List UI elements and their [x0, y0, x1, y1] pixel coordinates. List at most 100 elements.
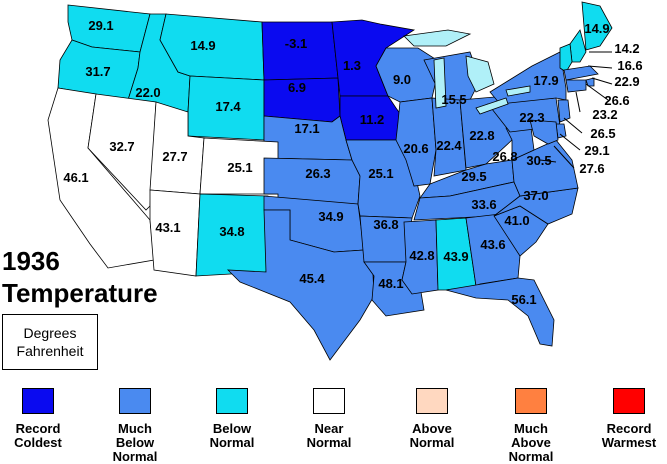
legend-item-much-below: Much Below Normal [100, 388, 170, 464]
state-value-vt: 16.6 [617, 58, 642, 73]
state-value-ky: 29.5 [461, 169, 486, 184]
legend-item-record-warmest: Record Warmest [594, 388, 664, 450]
state-value-mn: 1.3 [343, 58, 361, 73]
leader-line [559, 133, 581, 151]
state-value-oh: 22.8 [469, 128, 494, 143]
state-value-me: 14.9 [584, 21, 609, 36]
lake-shape [475, 97, 509, 115]
units-line-1: Degrees [23, 325, 77, 341]
lake-shape [505, 85, 531, 97]
state-value-ne: 17.1 [294, 121, 319, 136]
state-value-wy: 17.4 [215, 99, 241, 114]
legend-swatch [119, 388, 151, 414]
state-vt [559, 43, 573, 73]
state-value-ia: 11.2 [360, 112, 385, 127]
state-value-nv: 32.7 [109, 139, 134, 154]
state-value-or: 31.7 [85, 64, 110, 79]
state-value-nd: -3.1 [285, 36, 307, 51]
leader-line [585, 83, 609, 101]
state-value-co: 25.1 [227, 160, 252, 175]
legend-label: Record Coldest [14, 421, 62, 450]
leader-line [591, 77, 613, 85]
state-value-id: 22.0 [135, 85, 160, 100]
state-value-labels: 29.1 31.7 22.0 14.9 17.4 -3.1 6.9 1.3 11.2 17.1 46… [63, 18, 642, 307]
map-title-year: 1936 [2, 246, 60, 276]
state-value-ct: 23.2 [592, 107, 617, 122]
state-value-ms: 42.8 [409, 248, 434, 263]
state-tx [226, 209, 375, 361]
state-value-tn: 33.6 [471, 197, 496, 212]
state-value-nh: 14.2 [614, 41, 639, 56]
state-ct [565, 79, 587, 93]
legend-swatch [216, 388, 248, 414]
state-value-wi: 9.0 [393, 72, 411, 87]
state-value-ri: 26.6 [604, 93, 629, 108]
state-value-va: 30.5 [526, 153, 551, 168]
map-title-label: Temperature [2, 278, 158, 308]
state-me [581, 1, 613, 51]
legend-item-near: Near Normal [294, 388, 364, 450]
state-in [431, 97, 467, 177]
lake-shape [433, 57, 447, 109]
state-value-ga: 43.6 [480, 237, 505, 252]
state-value-ok: 34.9 [318, 209, 343, 224]
state-value-mo: 25.1 [368, 166, 393, 181]
state-value-nj: 26.5 [590, 126, 615, 141]
state-value-al: 43.9 [443, 249, 468, 264]
state-ma [563, 65, 599, 81]
state-value-ma: 22.9 [614, 74, 639, 89]
state-value-nm: 34.8 [219, 224, 244, 239]
state-value-il: 20.6 [403, 141, 428, 156]
legend-item-record-coldest: Record Coldest [3, 388, 73, 450]
leader-line [575, 91, 581, 113]
legend-label: Much Above Normal [508, 421, 554, 464]
units-box: Degrees Fahrenheit [2, 314, 98, 370]
state-value-de: 29.1 [584, 143, 609, 158]
great-lakes [403, 29, 531, 115]
leader-line [539, 159, 557, 163]
state-value-wa: 29.1 [88, 18, 113, 33]
state-value-wv: 26.8 [492, 149, 517, 164]
state-value-ks: 26.3 [305, 166, 330, 181]
lake-shape [465, 55, 495, 93]
state-nv [87, 93, 157, 211]
state-value-az: 43.1 [155, 220, 180, 235]
state-value-mt: 14.9 [190, 38, 215, 53]
state-value-ut: 27.7 [162, 149, 187, 164]
legend-label: Much Below Normal [112, 421, 158, 464]
state-value-in: 22.4 [436, 138, 462, 153]
state-nj [557, 99, 571, 123]
legend-swatch [416, 388, 448, 414]
state-shapes [47, 1, 613, 361]
state-value-ny: 17.9 [533, 73, 558, 88]
legend-item-much-above: Much Above Normal [496, 388, 566, 464]
legend-item-above: Above Normal [397, 388, 467, 450]
state-value-nc: 37.0 [523, 188, 548, 203]
lake-shape [403, 29, 472, 47]
leader-line [553, 145, 575, 169]
legend-item-below: Below Normal [197, 388, 267, 450]
state-wy [187, 75, 265, 141]
state-nd [261, 21, 339, 81]
leader-line [587, 65, 613, 69]
state-value-pa: 22.3 [519, 110, 544, 125]
state-value-ca: 46.1 [63, 170, 88, 185]
state-value-sc: 41.0 [504, 213, 529, 228]
state-value-la: 48.1 [378, 276, 403, 291]
legend-swatch [613, 388, 645, 414]
leader-lines [539, 51, 613, 169]
state-value-ar: 36.8 [373, 217, 398, 232]
state-value-sd: 6.9 [288, 80, 306, 95]
legend-label: Near Normal [306, 421, 352, 450]
leader-line [563, 117, 583, 134]
units-line-2: Fahrenheit [16, 343, 84, 359]
state-az [149, 189, 201, 277]
legend-label: Above Normal [409, 421, 455, 450]
legend-label: Record Warmest [601, 421, 657, 450]
state-value-tx: 45.4 [299, 271, 325, 286]
state-md [529, 119, 559, 145]
state-ri [585, 77, 595, 87]
legend-swatch [515, 388, 547, 414]
state-fl [445, 277, 555, 347]
